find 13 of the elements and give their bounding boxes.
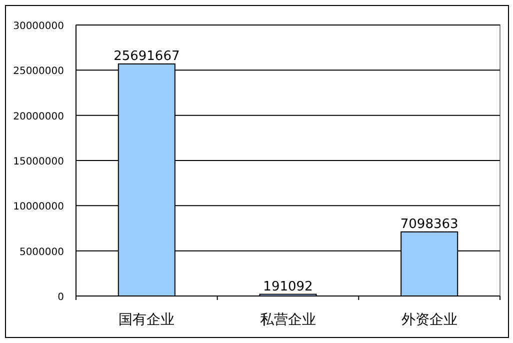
data-label: 7098363: [400, 216, 458, 232]
x-tick-label: 私营企业: [260, 312, 316, 328]
data-label: 191092: [263, 279, 313, 294]
y-tick-label: 20000000: [13, 111, 64, 122]
x-tick-label: 国有企业: [118, 312, 175, 328]
y-tick-label: 0: [58, 292, 64, 303]
y-tick-label: 5000000: [19, 246, 64, 258]
y-tick-label: 30000000: [13, 21, 64, 32]
data-label: 25691667: [114, 48, 180, 64]
x-tick-label: 外资企业: [401, 312, 458, 328]
y-tick-label: 10000000: [13, 202, 64, 213]
y-tick-label: 15000000: [13, 156, 64, 168]
y-tick-label: 25000000: [13, 66, 64, 78]
